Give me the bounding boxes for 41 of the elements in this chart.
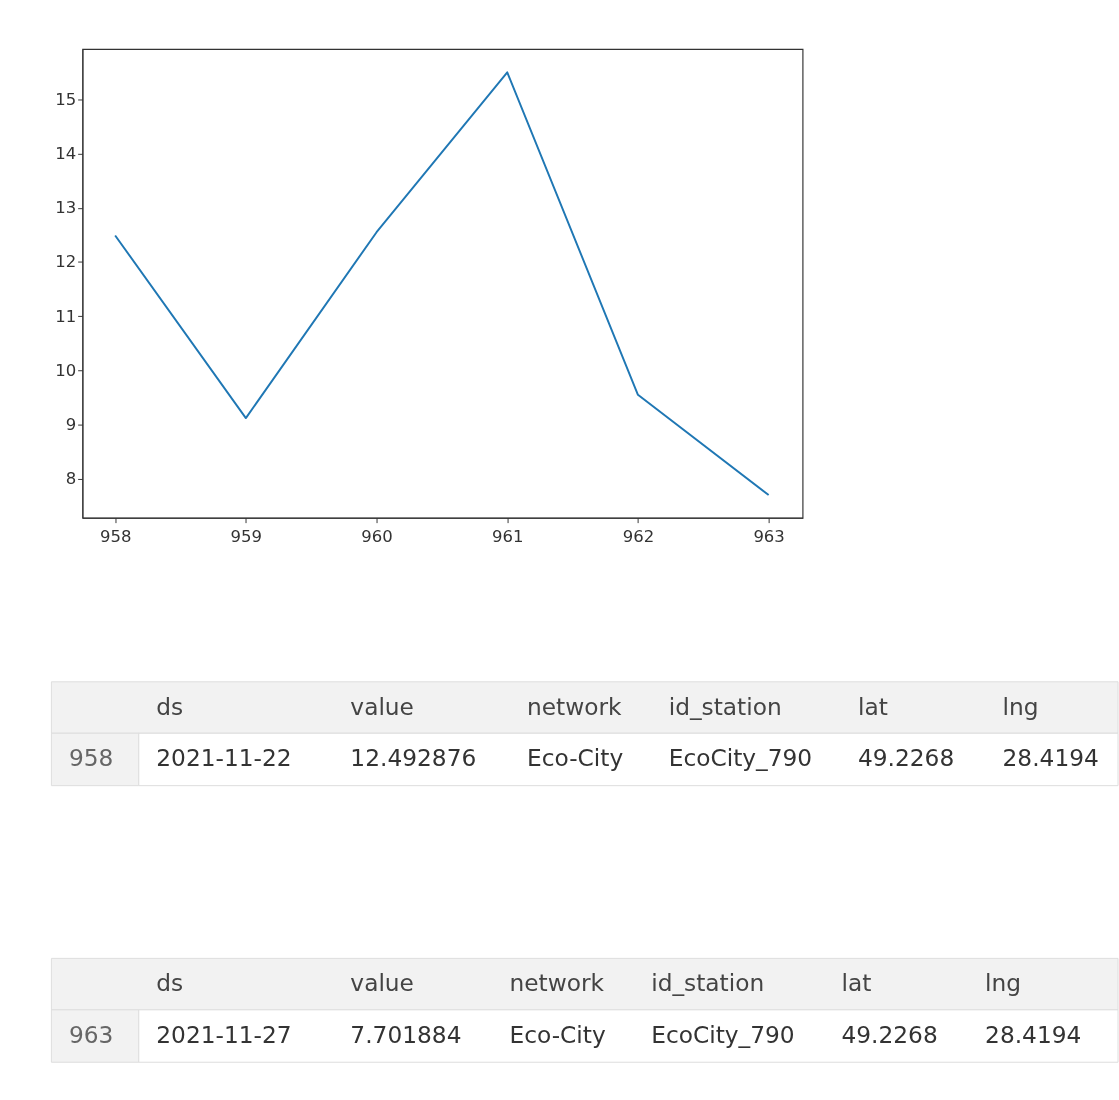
y-tick-label: 13 bbox=[55, 198, 77, 218]
text: EcoCity_790 bbox=[651, 1020, 795, 1048]
text: EcoCity_790 bbox=[668, 744, 813, 772]
y-tick-label: 11 bbox=[55, 306, 77, 326]
y-tick-label: 9 bbox=[65, 414, 77, 434]
text: id_station bbox=[651, 969, 765, 997]
text: 12.492876 bbox=[350, 744, 477, 772]
y-tick-label: 15 bbox=[55, 89, 77, 109]
x-tick-label: 961 bbox=[492, 526, 524, 546]
y-tick-label: 14 bbox=[55, 143, 77, 163]
text: value bbox=[350, 692, 414, 720]
text: 28.4194 bbox=[985, 1020, 1082, 1048]
text: 958 bbox=[68, 744, 114, 772]
text: network bbox=[509, 969, 605, 997]
text: value bbox=[350, 969, 414, 997]
text: Eco-City bbox=[509, 1020, 606, 1048]
text: 7.701884 bbox=[350, 1020, 462, 1048]
text: ds bbox=[156, 692, 184, 720]
line-series bbox=[114, 71, 770, 496]
text: lat bbox=[841, 969, 872, 997]
text: 49.2268 bbox=[857, 744, 955, 772]
text: network bbox=[526, 692, 623, 720]
x-tick-label: 959 bbox=[230, 526, 263, 546]
text: 963 bbox=[68, 1020, 114, 1048]
x-tick-label: 963 bbox=[753, 526, 785, 546]
text: ds bbox=[156, 969, 184, 997]
y-tick-label: 8 bbox=[65, 469, 77, 489]
y-tick-label: 10 bbox=[55, 360, 77, 380]
text: lng bbox=[1002, 692, 1039, 720]
y-tick-label: 12 bbox=[55, 252, 77, 272]
text: lat bbox=[857, 692, 888, 720]
text: 2021-11-27 bbox=[156, 1020, 292, 1048]
text: id_station bbox=[668, 692, 782, 720]
x-tick-label: 962 bbox=[622, 526, 655, 546]
x-tick-label: 960 bbox=[361, 526, 393, 546]
text: 49.2268 bbox=[841, 1020, 938, 1048]
text: Eco-City bbox=[526, 744, 624, 772]
text: lng bbox=[985, 969, 1022, 997]
text: 28.4194 bbox=[1002, 744, 1099, 772]
x-tick-label: 958 bbox=[99, 526, 132, 546]
text: 2021-11-22 bbox=[156, 744, 292, 772]
